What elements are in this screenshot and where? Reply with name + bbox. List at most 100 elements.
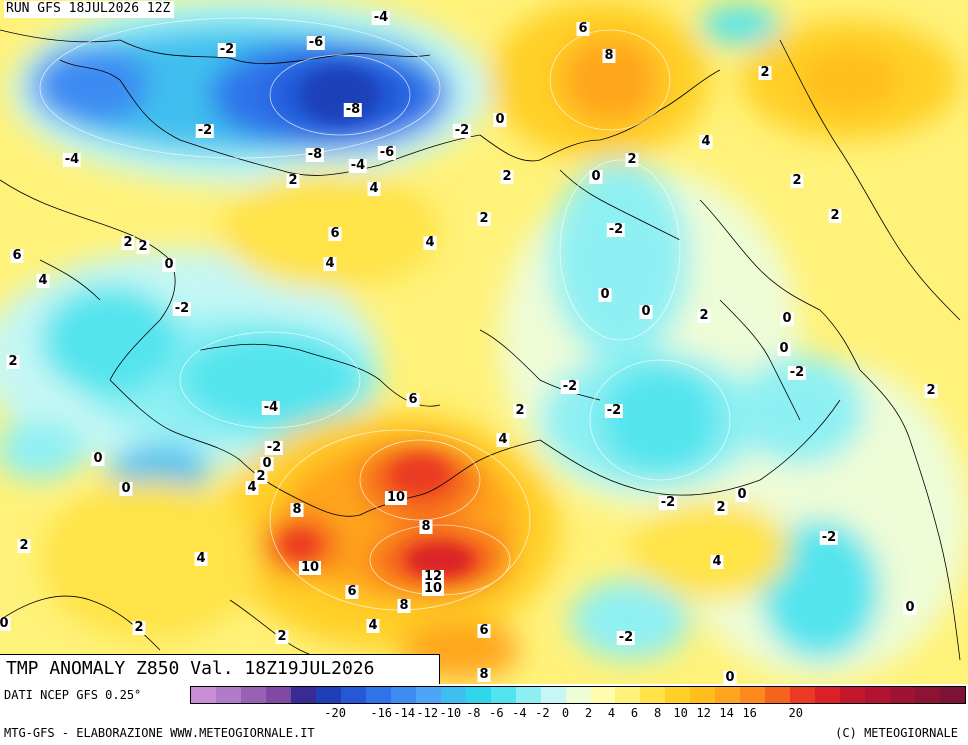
contour-label: 0 — [903, 600, 917, 615]
contour-label: -2 — [195, 123, 215, 138]
color-scale-tick: -10 — [439, 706, 462, 720]
color-scale-swatch — [465, 687, 491, 703]
contour-label: -2 — [787, 365, 807, 380]
color-scale-tick: -12 — [416, 706, 439, 720]
contour-label: 0 — [639, 304, 653, 319]
contour-label: 2 — [790, 173, 804, 188]
contour-label: -2 — [604, 403, 624, 418]
contour-label: 0 — [735, 487, 749, 502]
color-scale-swatch — [440, 687, 466, 703]
color-scale-swatch — [390, 687, 416, 703]
contour-label: 8 — [290, 502, 304, 517]
anomaly-field — [0, 0, 968, 684]
contour-label: 2 — [6, 354, 20, 369]
color-scale-tick: 12 — [696, 706, 711, 720]
contour-label: -2 — [616, 630, 636, 645]
contour-label: 12 — [421, 569, 445, 584]
color-scale-swatch — [240, 687, 266, 703]
color-scale-swatch — [840, 687, 866, 703]
contour-label: 0 — [589, 169, 603, 184]
contour-label: 0 — [780, 311, 794, 326]
contour-label: -2 — [658, 495, 678, 510]
color-scale-swatch — [690, 687, 716, 703]
contour-label: 0 — [119, 481, 133, 496]
contour-label: -2 — [217, 42, 237, 57]
contour-label: 2 — [500, 169, 514, 184]
contour-label: 0 — [162, 257, 176, 272]
contour-label: 4 — [423, 235, 437, 250]
color-scale-tick: 0 — [561, 706, 570, 720]
credit-left: MTG-GFS - ELABORAZIONE WWW.METEOGIORNALE… — [4, 726, 315, 740]
contour-label: -4 — [371, 10, 391, 25]
contour-label: 4 — [36, 273, 50, 288]
contour-label: -2 — [172, 301, 192, 316]
contour-label: 6 — [477, 623, 491, 638]
contour-label: 4 — [496, 432, 510, 447]
color-scale-tick: -20 — [324, 706, 346, 720]
contour-label: -2 — [606, 222, 626, 237]
contour-label: -6 — [377, 145, 397, 160]
color-scale-swatch — [940, 687, 966, 703]
contour-label: -8 — [343, 102, 363, 117]
color-scale-tick: -14 — [393, 706, 416, 720]
contour-label: 0 — [723, 670, 737, 685]
color-scale-swatch — [515, 687, 541, 703]
color-scale-tick: -16 — [370, 706, 393, 720]
color-scale-tick: -2 — [535, 706, 550, 720]
color-scale — [190, 686, 966, 704]
contour-label: 10 — [298, 560, 322, 575]
color-scale-tick: 14 — [719, 706, 734, 720]
color-scale-tick: 8 — [653, 706, 662, 720]
color-scale-swatch — [815, 687, 841, 703]
contour-label: 10 — [421, 581, 445, 596]
color-scale-swatch — [565, 687, 591, 703]
contour-label: 4 — [366, 618, 380, 633]
contour-label: 4 — [367, 181, 381, 196]
color-scale-tick: 10 — [673, 706, 688, 720]
contour-label: 10 — [384, 490, 408, 505]
color-scale-tick: -6 — [489, 706, 504, 720]
contour-label: -2 — [264, 440, 284, 455]
contour-label: 6 — [576, 21, 590, 36]
contour-label: 2 — [758, 65, 772, 80]
contour-label: 2 — [697, 308, 711, 323]
color-scale-ticks: -20 -16 -14 -12 -10 -8 -6 -4 -2 0 2 4 6 8 10 12 14 16 20 — [190, 706, 966, 722]
credit-right: (C) METEOGIORNALE — [835, 726, 958, 740]
contour-label: 4 — [323, 256, 337, 271]
color-scale-tick: -4 — [512, 706, 527, 720]
color-scale-swatch — [890, 687, 916, 703]
run-label: RUN GFS 18JUL2026 12Z — [4, 1, 175, 18]
contour-label: -2 — [819, 530, 839, 545]
contour-label: -4 — [62, 152, 82, 167]
contour-label: -2 — [560, 379, 580, 394]
contour-label: 2 — [254, 469, 268, 484]
contour-label: 8 — [477, 667, 491, 682]
color-scale-swatch — [865, 687, 891, 703]
contour-label: 2 — [625, 152, 639, 167]
color-scale-swatch — [540, 687, 566, 703]
contour-label: 2 — [136, 239, 150, 254]
color-scale-tick: 4 — [607, 706, 616, 720]
contour-label: 0 — [493, 112, 507, 127]
color-scale-swatch — [315, 687, 341, 703]
color-scale-tick: -8 — [466, 706, 481, 720]
contour-label: -8 — [305, 147, 325, 162]
color-scale-swatch — [290, 687, 316, 703]
contour-label: 0 — [260, 456, 274, 471]
contour-label: 2 — [132, 620, 146, 635]
color-scale-swatch — [215, 687, 241, 703]
contour-label: 2 — [714, 500, 728, 515]
color-scale-tick: 2 — [584, 706, 593, 720]
color-scale-swatch — [715, 687, 741, 703]
color-scale-tick: 20 — [788, 706, 803, 720]
color-scale-swatch — [265, 687, 291, 703]
color-scale-swatch — [415, 687, 441, 703]
contour-label: 4 — [710, 554, 724, 569]
contour-label: 2 — [477, 211, 491, 226]
color-scale-swatch — [365, 687, 391, 703]
color-scale-swatch — [490, 687, 516, 703]
color-scale-swatch — [765, 687, 791, 703]
coastlines — [0, 29, 961, 663]
color-scale-swatch — [590, 687, 616, 703]
contour-label: 4 — [699, 134, 713, 149]
